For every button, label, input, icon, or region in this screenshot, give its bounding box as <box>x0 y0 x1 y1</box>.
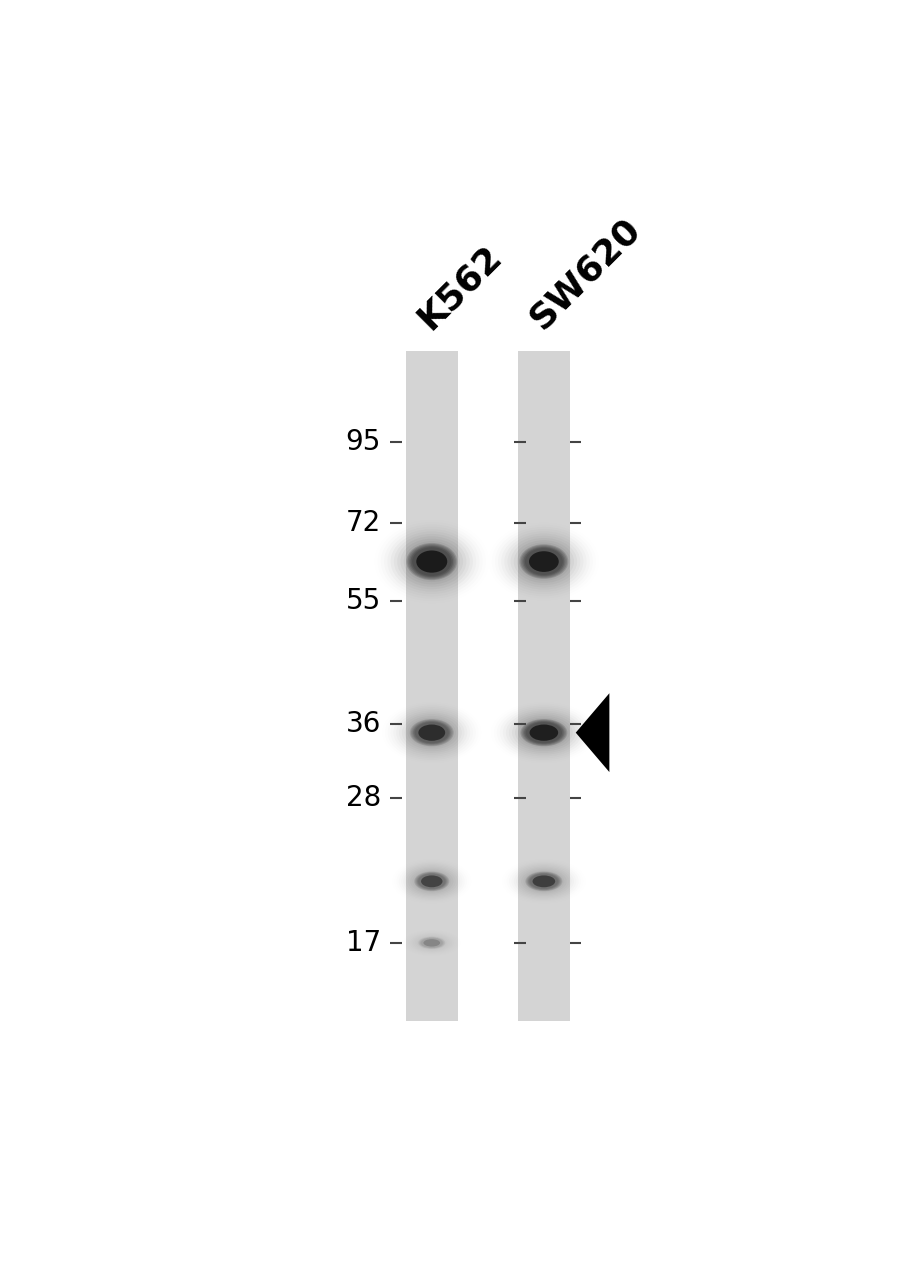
Ellipse shape <box>532 876 554 887</box>
Ellipse shape <box>525 548 563 575</box>
Ellipse shape <box>409 719 453 746</box>
Ellipse shape <box>520 545 566 579</box>
Ellipse shape <box>409 545 454 579</box>
Ellipse shape <box>524 722 563 744</box>
Ellipse shape <box>410 545 452 577</box>
Ellipse shape <box>522 547 565 577</box>
Ellipse shape <box>405 543 457 580</box>
Ellipse shape <box>525 872 562 891</box>
Ellipse shape <box>521 719 565 745</box>
Ellipse shape <box>414 872 448 891</box>
Text: 95: 95 <box>345 428 380 456</box>
Ellipse shape <box>414 722 448 744</box>
Polygon shape <box>575 694 609 772</box>
Ellipse shape <box>421 876 442 887</box>
Text: SW620: SW620 <box>523 212 647 335</box>
Ellipse shape <box>411 719 452 745</box>
Ellipse shape <box>526 873 560 890</box>
Ellipse shape <box>520 719 567 746</box>
Bar <box>405 351 458 1021</box>
Ellipse shape <box>415 550 447 572</box>
Ellipse shape <box>423 940 440 946</box>
Ellipse shape <box>523 547 563 576</box>
Text: 36: 36 <box>345 710 380 739</box>
Ellipse shape <box>528 873 559 890</box>
Ellipse shape <box>526 722 562 744</box>
Ellipse shape <box>407 544 455 579</box>
Text: K562: K562 <box>411 239 507 335</box>
Text: 72: 72 <box>345 508 380 536</box>
Text: 17: 17 <box>345 929 380 957</box>
Ellipse shape <box>412 721 451 745</box>
Text: 55: 55 <box>345 588 380 616</box>
Ellipse shape <box>412 547 451 576</box>
Ellipse shape <box>526 872 561 891</box>
Ellipse shape <box>416 873 446 890</box>
Ellipse shape <box>529 724 557 741</box>
Ellipse shape <box>413 722 450 744</box>
Ellipse shape <box>523 721 564 745</box>
Ellipse shape <box>410 547 452 577</box>
Ellipse shape <box>418 724 444 741</box>
Ellipse shape <box>518 544 568 579</box>
Text: 28: 28 <box>345 783 380 812</box>
Ellipse shape <box>529 874 558 890</box>
Ellipse shape <box>415 873 447 890</box>
Ellipse shape <box>414 872 449 891</box>
Ellipse shape <box>528 552 558 572</box>
Ellipse shape <box>418 874 445 890</box>
Bar <box>517 351 570 1021</box>
